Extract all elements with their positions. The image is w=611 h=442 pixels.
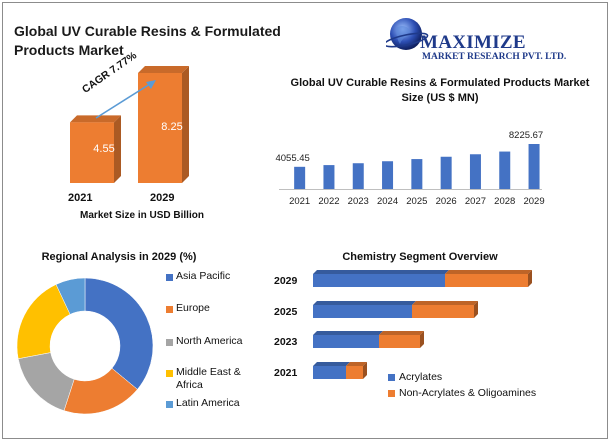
chemistry-bar-2025-non-acrylates xyxy=(412,305,474,318)
legend-label-latin-america: Latin America xyxy=(176,397,240,409)
market-size-tick-2025: 2025 xyxy=(406,196,427,207)
legend-label-non-acrylates: Non-Acrylates & Oligoamines xyxy=(399,387,537,399)
donut-slice-asia-pacific xyxy=(84,277,154,390)
market-size-title: Global UV Curable Resins & Formulated Pr… xyxy=(290,76,590,106)
cagr-bar-2021 xyxy=(70,122,114,183)
chemistry-bar-top-2025-non-acrylates xyxy=(412,301,478,305)
market-size-bar-2023 xyxy=(352,163,364,189)
chemistry-tick-2021: 2021 xyxy=(274,367,298,379)
market-size-bar-2025 xyxy=(411,159,423,189)
chemistry-bar-top-2025-acrylates xyxy=(313,301,416,305)
legend-swatch-non-acrylates xyxy=(388,390,395,397)
chemistry-bar-2023-non-acrylates xyxy=(379,335,420,348)
donut-slice-latin-america xyxy=(55,277,86,315)
market-size-value-label-2021: 4055.45 xyxy=(275,153,309,164)
chemistry-bar-top-2021-non-acrylates xyxy=(346,362,367,366)
market-size-title-text: Global UV Curable Resins & Formulated Pr… xyxy=(290,77,590,104)
cagr-arrow-line xyxy=(95,83,151,119)
market-size-value-label-2029: 8225.67 xyxy=(509,130,543,141)
chemistry-bar-top-2029-non-acrylates xyxy=(445,270,532,274)
cagr-bar-top-2021 xyxy=(70,115,121,123)
legend-swatch-middle-east-africa xyxy=(166,370,173,377)
chemistry-bar-side-2025 xyxy=(474,301,478,318)
chemistry-bar-2021-non-acrylates xyxy=(346,366,363,379)
chemistry-bar-top-2023-acrylates xyxy=(313,331,383,335)
legend-label-asia-pacific: Asia Pacific xyxy=(176,270,231,282)
cagr-value-label-2029: 8.25 xyxy=(161,121,183,133)
market-size-bar-2029 xyxy=(528,144,540,189)
legend-swatch-north-america xyxy=(166,339,173,346)
cagr-arrow-head xyxy=(146,80,156,89)
cagr-axis-label: Market Size in USD Billion xyxy=(80,210,204,221)
chemistry-bar-2023-acrylates xyxy=(313,335,379,348)
market-size-tick-2027: 2027 xyxy=(465,196,486,207)
chemistry-bar-side-2023 xyxy=(420,331,424,348)
company-logo: MAXIMIZE MARKET RESEARCH PVT. LTD. xyxy=(380,14,605,64)
chemistry-tick-2029: 2029 xyxy=(274,275,298,287)
cagr-bar-side-2021 xyxy=(114,115,121,183)
legend-swatch-europe xyxy=(166,306,173,313)
chemistry-bar-side-2029 xyxy=(528,270,532,287)
market-size-bar-2024 xyxy=(382,161,394,189)
legend-swatch-acrylates xyxy=(388,374,395,381)
market-size-bar-2027 xyxy=(469,154,481,189)
logo-tagline: MARKET RESEARCH PVT. LTD. xyxy=(422,52,567,62)
legend-swatch-latin-america xyxy=(166,401,173,408)
market-size-tick-2021: 2021 xyxy=(289,196,310,207)
cagr-bar-side-2029 xyxy=(182,66,189,183)
chemistry-bar-side-2021 xyxy=(363,362,367,379)
chemistry-bar-2021-acrylates xyxy=(313,366,346,379)
cagr-tick-2029: 2029 xyxy=(150,192,175,204)
chemistry-tick-2023: 2023 xyxy=(274,336,298,348)
legend-swatch-asia-pacific xyxy=(166,274,173,281)
cagr-value-label-2021: 4.55 xyxy=(93,143,115,155)
legend-label-europe: Europe xyxy=(176,302,210,314)
legend-label-acrylates: Acrylates xyxy=(399,371,443,383)
market-size-tick-2023: 2023 xyxy=(348,196,369,207)
market-size-bar-2028 xyxy=(499,151,511,189)
page-title: Global UV Curable Resins & Formulated Pr… xyxy=(14,23,281,58)
market-size-tick-2024: 2024 xyxy=(377,196,398,207)
regional-title: Regional Analysis in 2029 (%) xyxy=(41,251,197,263)
cagr-bar-2029 xyxy=(138,73,182,183)
cagr-bar-top-2029 xyxy=(138,66,189,73)
legend-label-middle-east-africa: Middle East & Africa xyxy=(176,366,241,391)
market-size-tick-2026: 2026 xyxy=(436,196,457,207)
market-size-bar-2026 xyxy=(440,156,452,189)
logo-wordmark: MAXIMIZE xyxy=(420,32,526,53)
chemistry-tick-2025: 2025 xyxy=(274,306,298,318)
cagr-tick-2021: 2021 xyxy=(68,192,93,204)
chemistry-bar-2025-acrylates xyxy=(313,305,412,318)
legend-label-north-america: North America xyxy=(176,335,243,347)
market-size-bar-2021 xyxy=(294,166,306,189)
market-size-tick-2029: 2029 xyxy=(523,196,544,207)
chemistry-bar-top-2023-non-acrylates xyxy=(379,331,424,335)
chemistry-bar-top-2021-acrylates xyxy=(313,362,350,366)
chemistry-bar-2029-acrylates xyxy=(313,274,445,287)
market-size-tick-2022: 2022 xyxy=(318,196,339,207)
market-size-bar-2022 xyxy=(323,165,335,189)
market-size-tick-2028: 2028 xyxy=(494,196,515,207)
chemistry-bar-2029-non-acrylates xyxy=(445,274,528,287)
globe-icon xyxy=(386,18,429,50)
chemistry-title: Chemistry Segment Overview xyxy=(342,251,498,263)
chemistry-bar-top-2029-acrylates xyxy=(313,270,449,274)
